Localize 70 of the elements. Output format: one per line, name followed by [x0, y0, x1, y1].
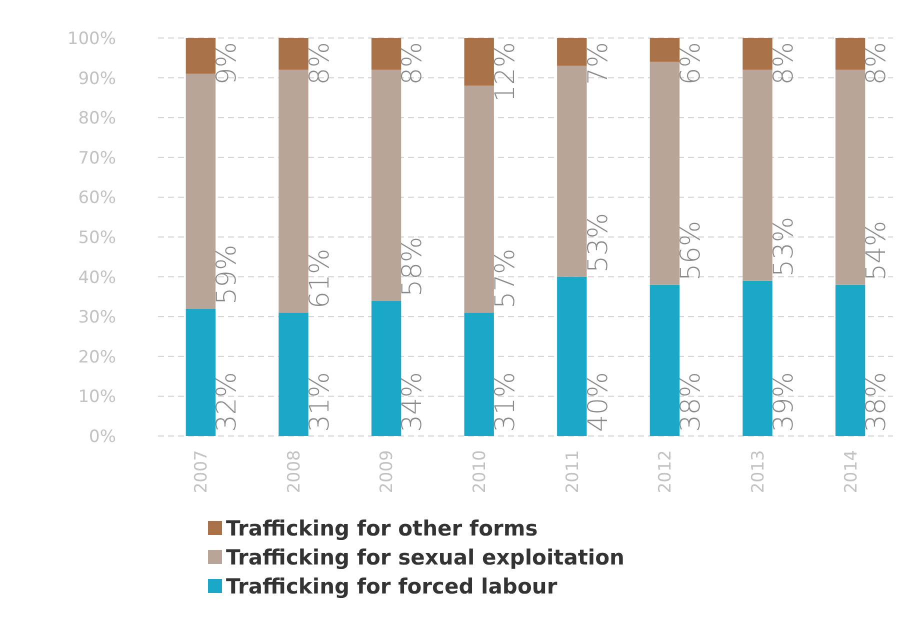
bar: [557, 66, 587, 277]
y-tick-label: 10%: [78, 387, 116, 408]
x-tick-label: 2008: [284, 450, 304, 494]
bar: [742, 280, 772, 436]
x-tick-label: 2014: [841, 450, 862, 494]
legend-label: Trafficking for sexual exploitation: [226, 545, 624, 570]
data-label: 38%: [676, 372, 707, 432]
bar: [557, 38, 587, 66]
bar: [650, 284, 680, 436]
data-label: 8%: [768, 42, 800, 85]
bar: [186, 74, 216, 309]
bar: [464, 86, 494, 313]
bar: [650, 38, 680, 62]
data-label: 38%: [861, 372, 892, 432]
bar: [835, 38, 866, 70]
y-tick-label: 80%: [78, 108, 116, 129]
data-label: 8%: [304, 42, 336, 85]
x-tick-label: 2013: [748, 450, 768, 494]
bar: [557, 276, 587, 436]
data-label: 56%: [676, 220, 707, 281]
bar: [742, 38, 772, 70]
data-label: 34%: [397, 372, 428, 432]
x-tick-label: 2007: [192, 450, 212, 494]
bar: [278, 38, 308, 70]
y-tick-label: 50%: [78, 228, 116, 248]
y-tick-label: 70%: [78, 148, 116, 168]
data-label: 54%: [861, 220, 892, 281]
x-tick-label: 2009: [377, 450, 398, 494]
legend-label: Trafficking for other forms: [226, 516, 538, 540]
x-tick-label: 2011: [562, 450, 583, 494]
x-tick-label: 2010: [470, 450, 490, 494]
bar: [186, 308, 216, 436]
x-tick-label: 2012: [656, 450, 676, 494]
data-label: 40%: [582, 372, 614, 432]
bar: [278, 312, 308, 436]
legend-label: Trafficking for forced labour: [226, 574, 558, 598]
bar: [650, 62, 680, 285]
data-label: 61%: [304, 248, 336, 309]
bar: [464, 38, 494, 86]
bar: [371, 38, 402, 70]
bar: [186, 38, 216, 74]
y-tick-label: 100%: [67, 28, 116, 49]
y-tick-label: 20%: [78, 347, 116, 368]
data-label: 32%: [212, 372, 243, 432]
data-label: 57%: [490, 248, 521, 309]
bar: [742, 70, 772, 281]
y-tick-label: 0%: [89, 426, 116, 447]
data-label: 12%: [490, 42, 521, 102]
data-label: 39%: [768, 372, 800, 432]
bar: [464, 312, 494, 436]
data-label: 31%: [304, 372, 336, 432]
data-label: 8%: [861, 42, 892, 85]
data-label: 8%: [397, 42, 428, 85]
bar: [278, 70, 308, 313]
y-tick-label: 30%: [78, 308, 116, 328]
data-label: 59%: [212, 244, 243, 305]
y-tick-label: 40%: [78, 268, 116, 288]
y-tick-label: 60%: [78, 188, 116, 208]
data-label: 6%: [676, 42, 707, 85]
bar: [835, 284, 866, 436]
data-label: 53%: [582, 212, 614, 273]
data-label: 58%: [397, 236, 428, 297]
data-label: 31%: [490, 372, 521, 432]
bar: [835, 70, 866, 285]
bar: [371, 70, 402, 301]
data-label: 9%: [212, 42, 243, 85]
bar: [371, 300, 402, 436]
data-label: 7%: [582, 42, 614, 85]
y-tick-label: 90%: [78, 68, 116, 89]
data-label: 53%: [768, 216, 800, 277]
